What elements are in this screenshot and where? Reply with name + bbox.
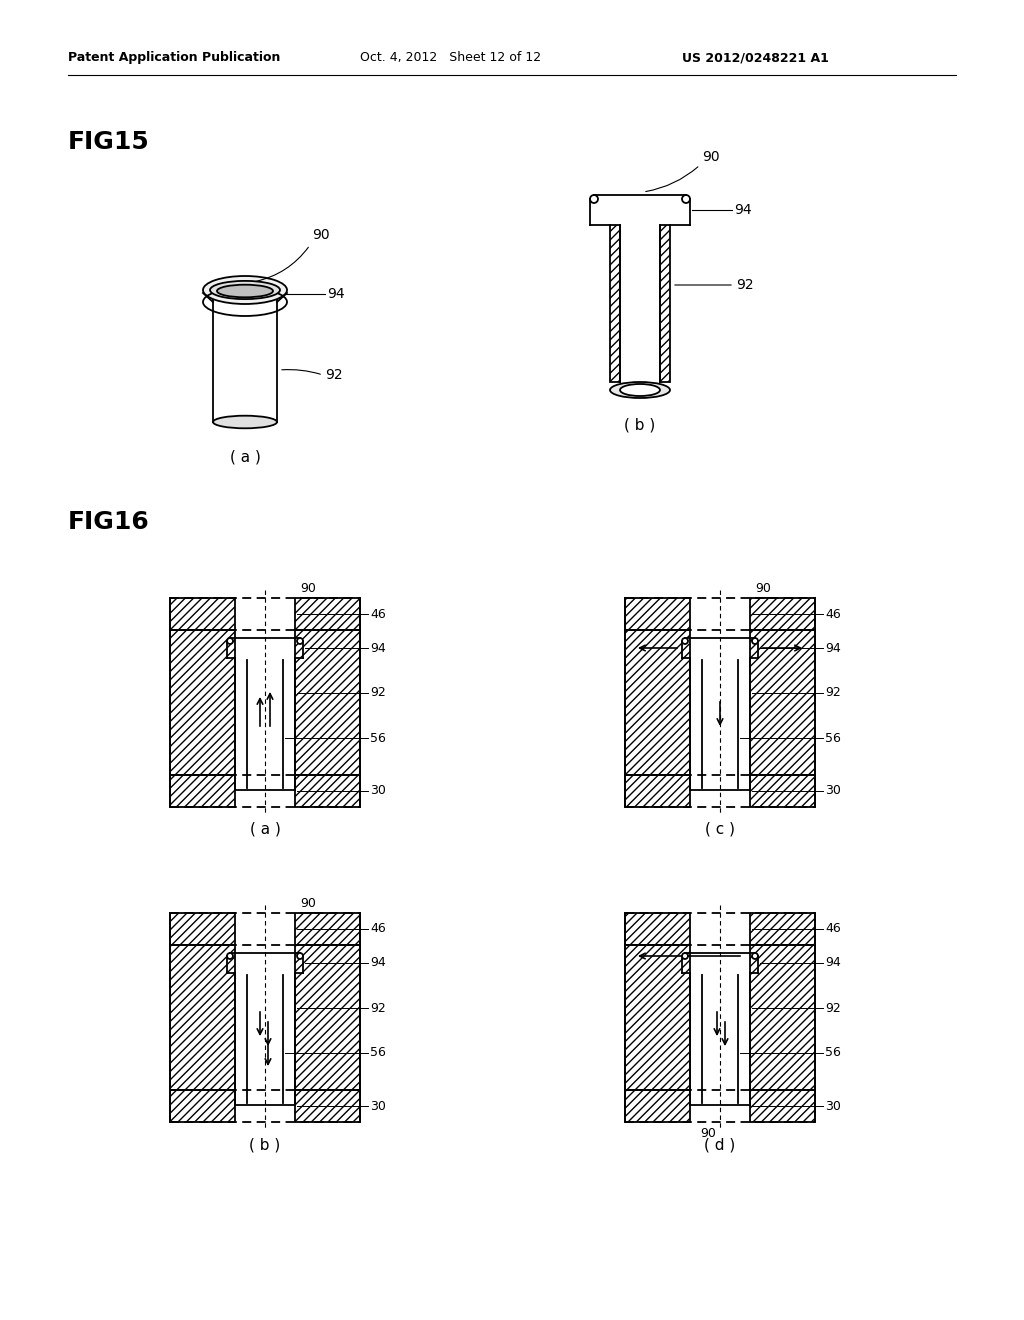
Ellipse shape xyxy=(682,638,688,644)
Bar xyxy=(750,630,815,775)
Text: ( c ): ( c ) xyxy=(705,822,735,837)
Text: 92: 92 xyxy=(325,368,343,381)
Bar xyxy=(295,913,360,945)
Bar xyxy=(295,775,360,807)
Text: 56: 56 xyxy=(370,731,386,744)
Text: 94: 94 xyxy=(327,286,345,301)
Bar xyxy=(170,945,234,1090)
Ellipse shape xyxy=(297,638,303,644)
Bar xyxy=(625,775,690,807)
Text: Patent Application Publication: Patent Application Publication xyxy=(68,51,281,65)
Ellipse shape xyxy=(682,953,688,960)
Bar xyxy=(170,1090,234,1122)
Text: 92: 92 xyxy=(370,686,386,700)
Bar xyxy=(750,945,815,1090)
Bar xyxy=(610,224,620,381)
Text: 94: 94 xyxy=(825,642,841,655)
Text: FIG15: FIG15 xyxy=(68,129,150,154)
Text: ( a ): ( a ) xyxy=(229,450,260,465)
Ellipse shape xyxy=(610,381,670,399)
Text: 94: 94 xyxy=(370,642,386,655)
Bar xyxy=(660,224,670,381)
Text: ( b ): ( b ) xyxy=(625,418,655,433)
Bar xyxy=(170,913,234,945)
Text: 30: 30 xyxy=(370,784,386,797)
Ellipse shape xyxy=(217,285,273,297)
Text: 90: 90 xyxy=(300,898,315,909)
Ellipse shape xyxy=(620,384,660,396)
Text: 94: 94 xyxy=(734,203,752,216)
Text: 90: 90 xyxy=(312,228,330,242)
Ellipse shape xyxy=(227,638,233,644)
Text: 90: 90 xyxy=(300,582,315,595)
Bar xyxy=(295,1090,360,1122)
Text: FIG16: FIG16 xyxy=(68,510,150,535)
Bar xyxy=(750,598,815,630)
Bar xyxy=(295,598,360,630)
Text: 90: 90 xyxy=(755,582,771,595)
Text: 92: 92 xyxy=(825,686,841,700)
Text: 90: 90 xyxy=(702,150,720,164)
Ellipse shape xyxy=(590,195,598,203)
Bar xyxy=(170,630,234,775)
Text: US 2012/0248221 A1: US 2012/0248221 A1 xyxy=(682,51,828,65)
Text: ( d ): ( d ) xyxy=(705,1137,735,1152)
Ellipse shape xyxy=(210,281,280,300)
Bar xyxy=(625,598,690,630)
Text: 46: 46 xyxy=(825,923,841,936)
Text: 56: 56 xyxy=(370,1047,386,1060)
Text: 94: 94 xyxy=(825,957,841,969)
Bar xyxy=(625,913,690,945)
Text: 56: 56 xyxy=(825,1047,841,1060)
Ellipse shape xyxy=(203,276,287,304)
Text: 46: 46 xyxy=(370,607,386,620)
Text: 46: 46 xyxy=(825,607,841,620)
Text: 30: 30 xyxy=(370,1100,386,1113)
Text: 46: 46 xyxy=(370,923,386,936)
Text: ( a ): ( a ) xyxy=(250,822,281,837)
Text: 92: 92 xyxy=(825,1002,841,1015)
Bar xyxy=(295,630,360,775)
Text: 30: 30 xyxy=(825,784,841,797)
Text: 92: 92 xyxy=(370,1002,386,1015)
Text: ( b ): ( b ) xyxy=(250,1137,281,1152)
Bar xyxy=(170,775,234,807)
Bar xyxy=(750,913,815,945)
Bar xyxy=(625,630,690,775)
Bar xyxy=(750,1090,815,1122)
Text: Oct. 4, 2012   Sheet 12 of 12: Oct. 4, 2012 Sheet 12 of 12 xyxy=(360,51,541,65)
Text: 90: 90 xyxy=(700,1127,716,1140)
Text: 92: 92 xyxy=(736,279,754,292)
Ellipse shape xyxy=(752,638,758,644)
Bar xyxy=(170,598,234,630)
Bar xyxy=(625,945,690,1090)
Bar xyxy=(295,945,360,1090)
Ellipse shape xyxy=(227,953,233,960)
Ellipse shape xyxy=(297,953,303,960)
Ellipse shape xyxy=(752,953,758,960)
Text: 30: 30 xyxy=(825,1100,841,1113)
Text: 94: 94 xyxy=(370,957,386,969)
Bar xyxy=(750,775,815,807)
Ellipse shape xyxy=(682,195,690,203)
Bar xyxy=(625,1090,690,1122)
Text: 56: 56 xyxy=(825,731,841,744)
Ellipse shape xyxy=(213,416,278,428)
